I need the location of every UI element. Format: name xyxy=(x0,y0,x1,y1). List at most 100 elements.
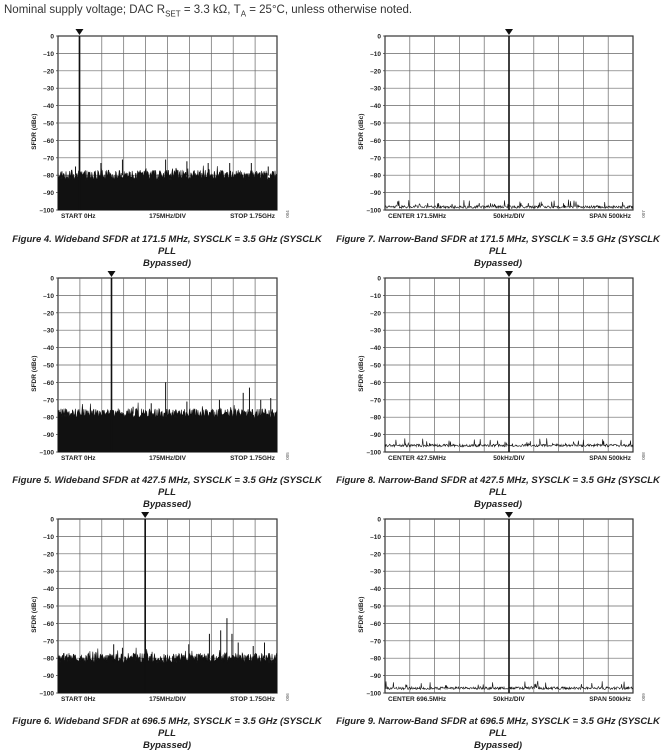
x-axis-right-label: SPAN 500kHz xyxy=(589,696,632,703)
x-axis-right-label: STOP 1.75GHz xyxy=(230,455,276,462)
y-tick-label: –10 xyxy=(370,293,381,300)
marker-triangle-icon xyxy=(141,512,150,518)
y-tick-label: 0 xyxy=(377,517,381,524)
caption-line-2: Bypassed) xyxy=(473,740,523,751)
y-tick-label: –100 xyxy=(40,208,55,215)
narrowband-spectrum-plot-171mhz: 0 –10 –20 –30 –40 –50 –60 –70 –80 –90 –100 SFDR (dB… xyxy=(358,29,646,220)
figure-4-caption: Figure 4. Wideband SFDR at 171.5 MHz, SY… xyxy=(8,234,326,270)
y-tick-label: –90 xyxy=(43,190,54,197)
noise-floor-trace xyxy=(57,402,278,420)
y-tick-label: –100 xyxy=(367,450,382,457)
x-axis-left-label: START 0Hz xyxy=(61,696,96,703)
y-tick-label: –100 xyxy=(40,450,55,457)
y-axis-label: SFDR (dBc) xyxy=(31,356,38,392)
x-axis-center-label: 175MHz/DIV xyxy=(149,213,187,220)
narrowband-spectrum-plot-696mhz: 0 –10 –20 –30 –40 –50 –60 –70 –80 –90 –100 SFDR (dB… xyxy=(358,512,646,703)
caption-line-1: Figure 9. Narrow-Band SFDR at 696.5 MHz,… xyxy=(336,716,660,739)
figure-side-code: 006 xyxy=(285,693,290,701)
y-tick-label: –80 xyxy=(43,415,54,422)
figure-side-code: 009 xyxy=(641,693,646,701)
marker-triangle-icon xyxy=(505,271,513,277)
marker-triangle-icon xyxy=(505,512,513,518)
y-tick-label: –60 xyxy=(370,621,381,628)
y-tick-label: –80 xyxy=(370,415,381,422)
y-tick-label: –80 xyxy=(43,173,54,180)
x-axis-right-label: SPAN 500kHz xyxy=(589,213,632,220)
caption-line-1: Figure 6. Wideband SFDR at 696.5 MHz, SY… xyxy=(12,716,322,739)
y-tick-label: –70 xyxy=(370,397,381,404)
y-tick-label: –50 xyxy=(43,604,54,611)
y-tick-label: –80 xyxy=(43,656,54,663)
y-tick-label: –30 xyxy=(370,86,381,93)
x-axis-center-label: 175MHz/DIV xyxy=(149,455,187,462)
y-axis-label: SFDR (dBc) xyxy=(358,597,365,633)
y-tick-label: –30 xyxy=(43,328,54,335)
page-header-note: Nominal supply voltage; DAC RSET = 3.3 k… xyxy=(4,4,412,18)
caption-line-2: Bypassed) xyxy=(473,499,523,510)
marker-triangle-icon xyxy=(75,29,84,35)
wideband-spectrum-plot-427mhz: 0 –10 –20 –30 –40 –50 –60 –70 –80 –90 –100 SFDR (dB… xyxy=(31,271,290,462)
y-tick-label: 0 xyxy=(50,517,54,524)
caption-line-1: Figure 8. Narrow-Band SFDR at 427.5 MHz,… xyxy=(336,475,660,498)
figure-4: 0 –10 –20 –30 –40 –50 –60 –70 –80 –90 –100 SFDR (dB… xyxy=(0,0,332,260)
y-tick-label: –10 xyxy=(370,534,381,541)
x-axis-right-label: SPAN 500kHz xyxy=(589,455,632,462)
x-axis-left-label: START 0Hz xyxy=(61,455,96,462)
x-axis-left-label: CENTER 696.5MHz xyxy=(388,696,447,703)
figure-6: 0 –10 –20 –30 –40 –50 –60 –70 –80 –90 –100 SFDR (dB… xyxy=(0,483,332,743)
y-tick-label: –60 xyxy=(370,380,381,387)
y-tick-label: 0 xyxy=(377,276,381,283)
figure-9: 0 –10 –20 –30 –40 –50 –60 –70 –80 –90 –100 SFDR (dB… xyxy=(332,483,665,743)
y-tick-label: –50 xyxy=(43,363,54,370)
y-tick-label: –20 xyxy=(43,551,54,558)
noise-floor-trace xyxy=(57,165,278,182)
caption-line-1: Figure 7. Narrow-Band SFDR at 171.5 MHz,… xyxy=(336,234,660,257)
figure-7-caption: Figure 7. Narrow-Band SFDR at 171.5 MHz,… xyxy=(336,234,660,270)
y-tick-label: –20 xyxy=(370,551,381,558)
figure-8-caption: Figure 8. Narrow-Band SFDR at 427.5 MHz,… xyxy=(336,475,660,511)
y-axis-label: SFDR (dBc) xyxy=(31,597,38,633)
y-tick-label: –50 xyxy=(370,121,381,128)
figure-5-caption: Figure 5. Wideband SFDR at 427.5 MHz, SY… xyxy=(8,475,326,511)
y-tick-label: 0 xyxy=(50,34,54,41)
y-tick-label: –30 xyxy=(43,569,54,576)
caption-line-2: Bypassed) xyxy=(142,258,192,269)
figure-side-code: 007 xyxy=(641,210,646,218)
y-tick-label: –60 xyxy=(43,621,54,628)
y-tick-label: –30 xyxy=(370,569,381,576)
caption-line-2: Bypassed) xyxy=(142,499,192,510)
caption-line-1: Figure 4. Wideband SFDR at 171.5 MHz, SY… xyxy=(12,234,322,257)
noise-floor-trace xyxy=(57,647,278,665)
figure-5: 0 –10 –20 –30 –40 –50 –60 –70 –80 –90 –100 SFDR (dB… xyxy=(0,242,332,502)
y-tick-label: –100 xyxy=(40,691,55,698)
y-tick-label: –70 xyxy=(43,638,54,645)
y-tick-label: 0 xyxy=(50,276,54,283)
y-tick-label: –80 xyxy=(370,656,381,663)
y-tick-label: –50 xyxy=(43,121,54,128)
y-tick-label: –90 xyxy=(370,190,381,197)
x-axis-center-label: 50kHz/DIV xyxy=(493,213,525,220)
y-tick-label: –10 xyxy=(370,51,381,58)
y-tick-label: –90 xyxy=(370,673,381,680)
x-axis-left-label: CENTER 171.5MHz xyxy=(388,213,447,220)
y-tick-label: –60 xyxy=(370,138,381,145)
y-tick-label: –50 xyxy=(370,363,381,370)
figure-side-code: 008 xyxy=(641,452,646,460)
x-axis-center-label: 50kHz/DIV xyxy=(493,696,525,703)
y-axis-label: SFDR (dBc) xyxy=(31,114,38,150)
y-tick-label: 0 xyxy=(377,34,381,41)
y-tick-label: –80 xyxy=(370,173,381,180)
y-tick-label: –20 xyxy=(370,310,381,317)
y-tick-label: –90 xyxy=(43,432,54,439)
x-axis-right-label: STOP 1.75GHz xyxy=(230,213,276,220)
x-axis-center-label: 175MHz/DIV xyxy=(149,696,187,703)
y-axis-label: SFDR (dBc) xyxy=(358,114,365,150)
y-tick-label: –40 xyxy=(370,103,381,110)
y-tick-label: –70 xyxy=(43,155,54,162)
rset-subscript: SET xyxy=(165,9,181,19)
y-tick-label: –30 xyxy=(43,86,54,93)
wideband-spectrum-plot-171mhz: 0 –10 –20 –30 –40 –50 –60 –70 –80 –90 –100 SFDR (dB… xyxy=(31,29,290,220)
y-tick-label: –10 xyxy=(43,534,54,541)
y-tick-label: –30 xyxy=(370,328,381,335)
y-tick-label: –20 xyxy=(43,310,54,317)
